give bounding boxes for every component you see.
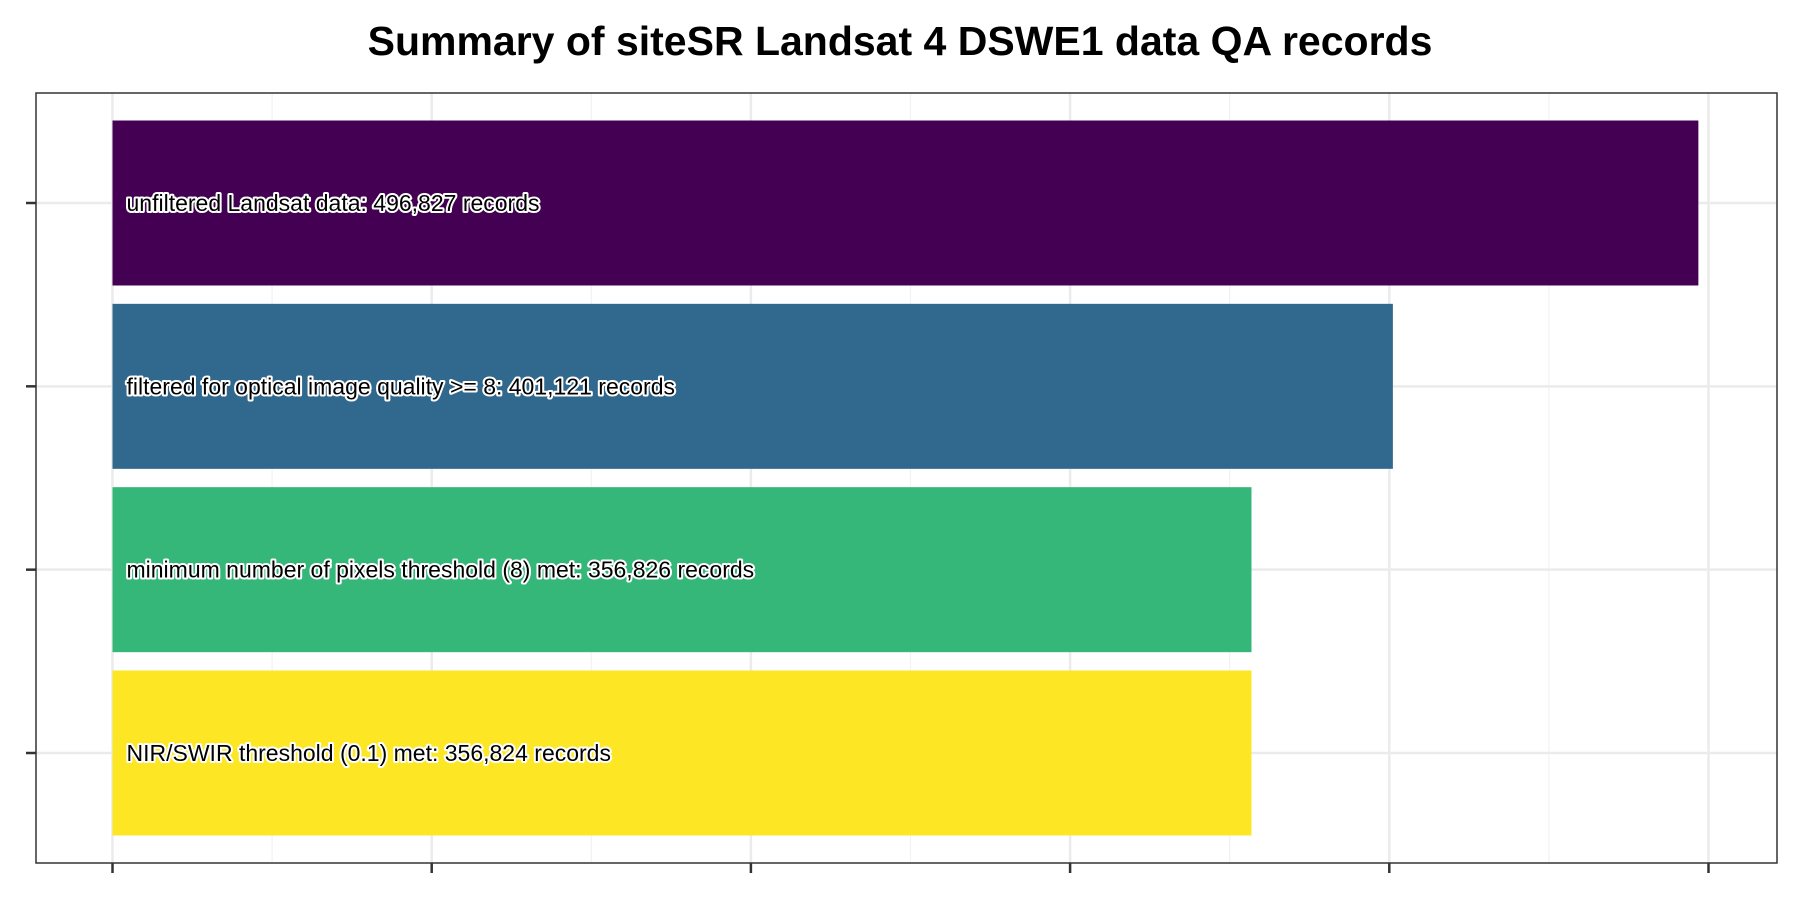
bar-label: NIR/SWIR threshold (0.1) met: 356,824 re… bbox=[127, 740, 611, 766]
chart-title: Summary of siteSR Landsat 4 DSWE1 data Q… bbox=[367, 18, 1433, 64]
bar bbox=[112, 120, 1699, 286]
bar bbox=[112, 670, 1252, 836]
panel-border bbox=[35, 92, 1778, 864]
bar-label: filtered for optical image quality >= 8:… bbox=[127, 373, 676, 399]
bar bbox=[112, 487, 1252, 653]
bar-label: minimum number of pixels threshold (8) m… bbox=[127, 557, 755, 583]
bar bbox=[112, 303, 1393, 469]
bar-label: unfiltered Landsat data: 496,827 records bbox=[127, 190, 540, 216]
